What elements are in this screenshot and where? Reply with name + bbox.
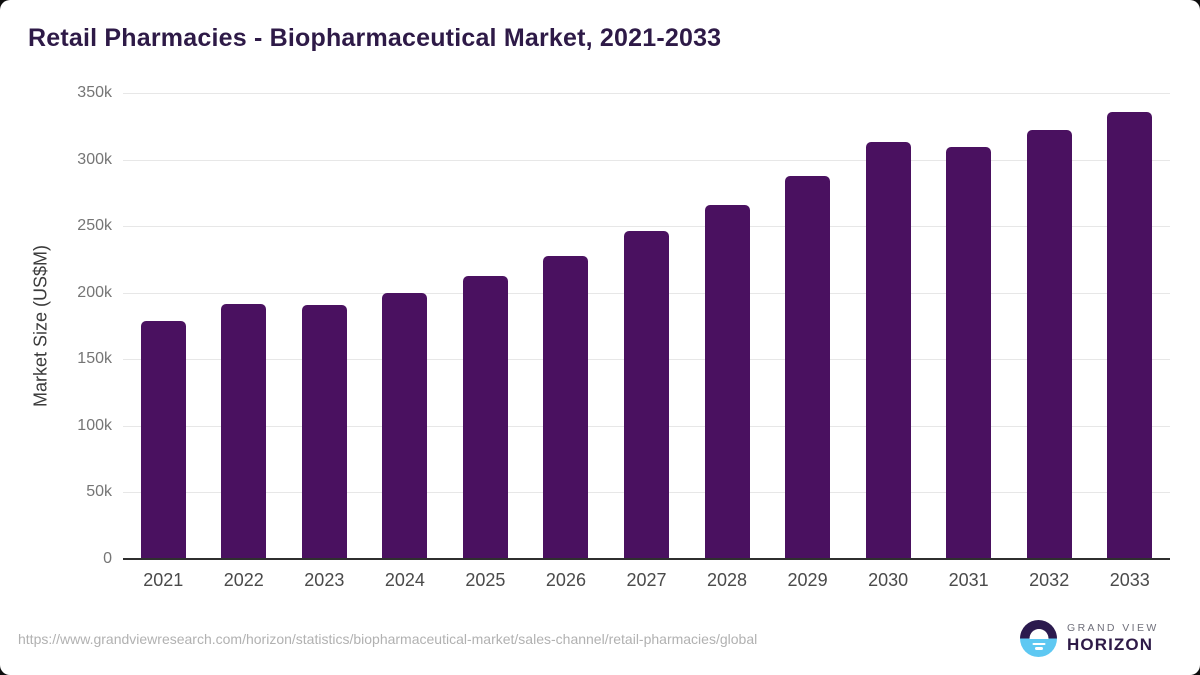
bar-2022[interactable] (221, 304, 267, 559)
horizon-sun-icon (1020, 620, 1057, 657)
logo-reflection-stripe (1032, 642, 1045, 645)
x-tick-label-2023: 2023 (304, 570, 345, 590)
logo-text-horizon: HORIZON (1067, 635, 1154, 654)
y-tick-label-300k: 300k (77, 150, 112, 168)
plot-area (123, 93, 1170, 560)
x-tick-label-2021: 2021 (143, 570, 184, 590)
y-tick-label-0: 0 (103, 550, 112, 567)
y-tick-label-250k: 250k (77, 217, 112, 235)
gridline-250k (123, 226, 1170, 227)
gridline-300k (123, 160, 1170, 161)
bar-2026[interactable] (543, 256, 589, 559)
x-tick-label-2028: 2028 (707, 570, 748, 590)
x-tick-label-2027: 2027 (626, 570, 667, 590)
bar-2033[interactable] (1107, 111, 1153, 559)
bar-2027[interactable] (624, 231, 669, 559)
bar-2030[interactable] (865, 142, 911, 559)
y-tick-label-350k: 350k (77, 84, 112, 101)
logo-text-grand-view: GRAND VIEW (1067, 622, 1159, 634)
y-tick-label-150k: 150k (77, 350, 112, 368)
bar-2032[interactable] (1026, 129, 1072, 559)
gridline-350k (123, 93, 1170, 94)
bar-2025[interactable] (462, 276, 508, 559)
x-tick-label-2026: 2026 (545, 570, 586, 590)
x-tick-label-2033: 2033 (1109, 570, 1150, 590)
logo-reflection-stripe (1034, 647, 1043, 650)
y-tick-label-50k: 50k (86, 483, 112, 501)
y-tick-label-200k: 200k (77, 283, 112, 301)
x-tick-label-2024: 2024 (384, 570, 425, 590)
x-tick-label-2025: 2025 (465, 570, 506, 590)
y-axis-tick-labels: 0 50k 100k 150k 200k 250k 300k 350k (0, 84, 112, 567)
grand-view-horizon-logo: GRAND VIEW HORIZON (1020, 620, 1159, 657)
x-axis-line (123, 558, 1170, 560)
logo-text: GRAND VIEW HORIZON (1067, 622, 1159, 655)
bar-2024[interactable] (382, 292, 428, 559)
chart-title: Retail Pharmacies - Biopharmaceutical Ma… (28, 24, 722, 52)
y-tick-label-100k: 100k (77, 416, 112, 434)
bar-2023[interactable] (301, 305, 347, 559)
x-tick-label-2031: 2031 (948, 570, 989, 590)
logo-sun-dome (1029, 629, 1048, 639)
x-tick-label-2032: 2032 (1029, 570, 1070, 590)
bar-2031[interactable] (946, 146, 992, 559)
x-tick-label-2030: 2030 (868, 570, 909, 590)
source-url[interactable]: https://www.grandviewresearch.com/horizo… (18, 631, 758, 647)
x-axis-tick-labels: 2021 2022 2023 2024 2025 2026 2027 2028 2029 2030… (123, 570, 1170, 594)
bar-2028[interactable] (704, 204, 750, 559)
bar-2029[interactable] (785, 176, 831, 559)
x-tick-label-2029: 2029 (787, 570, 828, 590)
bar-2021[interactable] (140, 320, 186, 559)
x-tick-label-2022: 2022 (223, 570, 264, 590)
